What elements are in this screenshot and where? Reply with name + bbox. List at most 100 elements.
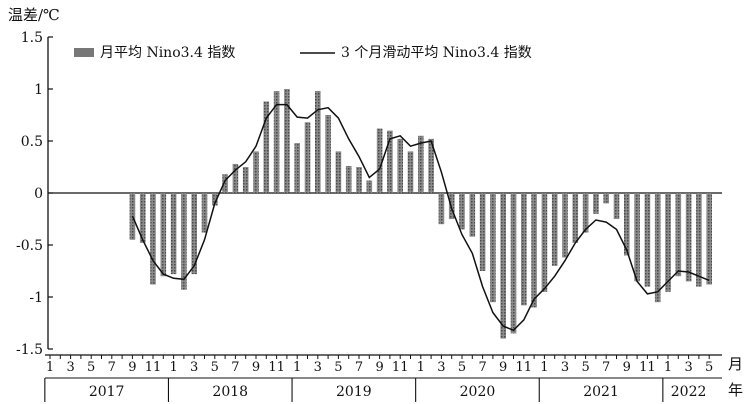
month-label-13: 3 [314,360,322,375]
y-axis-label: 温差/℃ [8,6,60,24]
month-label-1: 3 [66,360,74,375]
month-label-24: 1 [540,360,548,375]
month-label-5: 11 [145,360,162,375]
bar-2021-07 [603,193,609,204]
bar-2020-07 [479,193,486,271]
bar-2017-11 [150,193,156,285]
bar-2018-03 [191,193,197,275]
x-axis-month-unit: 月 [728,355,743,373]
month-label-15: 7 [355,360,363,375]
bar-2019-08 [366,180,373,193]
month-label-32: 5 [705,360,713,375]
bar-2018-07 [232,163,239,193]
month-label-6: 1 [169,360,177,375]
bar-2018-10 [263,101,270,193]
month-label-23: 11 [516,360,533,375]
bar-2017-10 [139,193,146,243]
bar-2018-05 [212,193,218,206]
bar-2021-06 [593,193,599,214]
bar-2020-10 [510,193,517,334]
month-label-27: 7 [602,360,610,375]
bar-2018-04 [201,193,208,233]
bar-2018-09 [253,151,259,193]
month-label-17: 11 [392,360,409,375]
month-label-9: 7 [231,360,239,375]
bar-2020-09 [500,193,506,339]
bar-2021-01 [541,193,548,292]
bar-2022-03 [685,193,692,282]
year-label-2018: 2018 [212,384,248,400]
month-label-31: 3 [684,360,692,375]
bar-2019-03 [315,91,321,193]
bar-2021-08 [613,193,620,219]
bar-2021-03 [562,193,568,258]
month-label-16: 9 [375,360,383,375]
year-label-2022: 2022 [671,384,707,400]
legend-line-label: 3 个月滑动平均 Nino3.4 指数 [341,44,532,61]
plot-area: 1.510.50-0.5-1-1.51 3 5 7 9 11 1 3 5 7 9 11 1 3 5 7 9 11 1… [16,30,722,402]
bar-2018-06 [222,174,228,193]
bar-2018-11 [273,91,280,193]
y-tick-label-1: 1 [34,82,43,98]
year-label-2020: 2020 [460,384,496,400]
y-tick-label-4: -0.5 [16,238,43,254]
bar-2019-05 [335,151,342,193]
bar-2020-01 [418,135,424,193]
month-label-8: 5 [211,360,219,375]
bar-2021-10 [634,193,640,282]
bar-2019-06 [345,165,352,193]
month-label-19: 3 [437,360,445,375]
month-label-30: 1 [664,360,672,375]
month-label-29: 11 [639,360,656,375]
bar-2019-10 [387,130,393,193]
y-tick-label-3: 0 [34,186,43,202]
bar-2022-05 [706,193,712,285]
bar-2020-02 [428,138,434,193]
bar-2020-06 [469,193,476,237]
legend: 月平均 Nino3.4 指数 3 个月滑动平均 Nino3.4 指数 [74,44,532,61]
bar-2019-01 [294,143,300,193]
month-label-2: 5 [87,360,95,375]
year-label-2021: 2021 [583,384,619,400]
bar-2021-02 [551,193,558,266]
bar-2020-12 [531,193,537,308]
bar-2018-08 [242,167,249,193]
month-label-4: 9 [128,360,136,375]
month-label-26: 5 [581,360,589,375]
bar-2021-05 [582,193,589,233]
month-label-18: 1 [417,360,425,375]
bar-2020-03 [438,193,445,225]
bar-2022-04 [696,193,702,287]
bar-2018-01 [170,193,177,275]
bar-2018-12 [284,89,290,193]
month-label-3: 7 [108,360,116,375]
year-label-2017: 2017 [89,384,125,400]
bar-2019-11 [397,138,403,193]
month-label-20: 5 [458,360,466,375]
month-label-0: 1 [46,360,54,375]
month-label-12: 1 [293,360,301,375]
month-label-28: 9 [623,360,631,375]
x-axis-year-unit: 年 [728,381,743,399]
bar-2017-12 [160,193,167,277]
legend-bar-swatch [74,48,94,57]
month-label-11: 11 [268,360,285,375]
bar-2021-09 [624,193,630,256]
month-label-7: 3 [190,360,198,375]
year-label-2019: 2019 [336,384,372,400]
bar-2021-04 [572,193,579,243]
bar-2019-07 [356,167,362,193]
y-tick-label-0: 1.5 [21,30,43,46]
month-label-25: 3 [561,360,569,375]
month-label-22: 9 [499,360,507,375]
moving-average-line [131,103,710,332]
legend-bar-label: 月平均 Nino3.4 指数 [100,45,235,61]
month-label-10: 9 [252,360,260,375]
bar-2022-02 [675,193,682,277]
bar-2019-02 [304,122,311,193]
bar-2019-09 [376,128,383,193]
bar-2021-11 [644,193,651,287]
y-tick-label-5: -1 [29,290,43,306]
month-label-14: 5 [334,360,342,375]
